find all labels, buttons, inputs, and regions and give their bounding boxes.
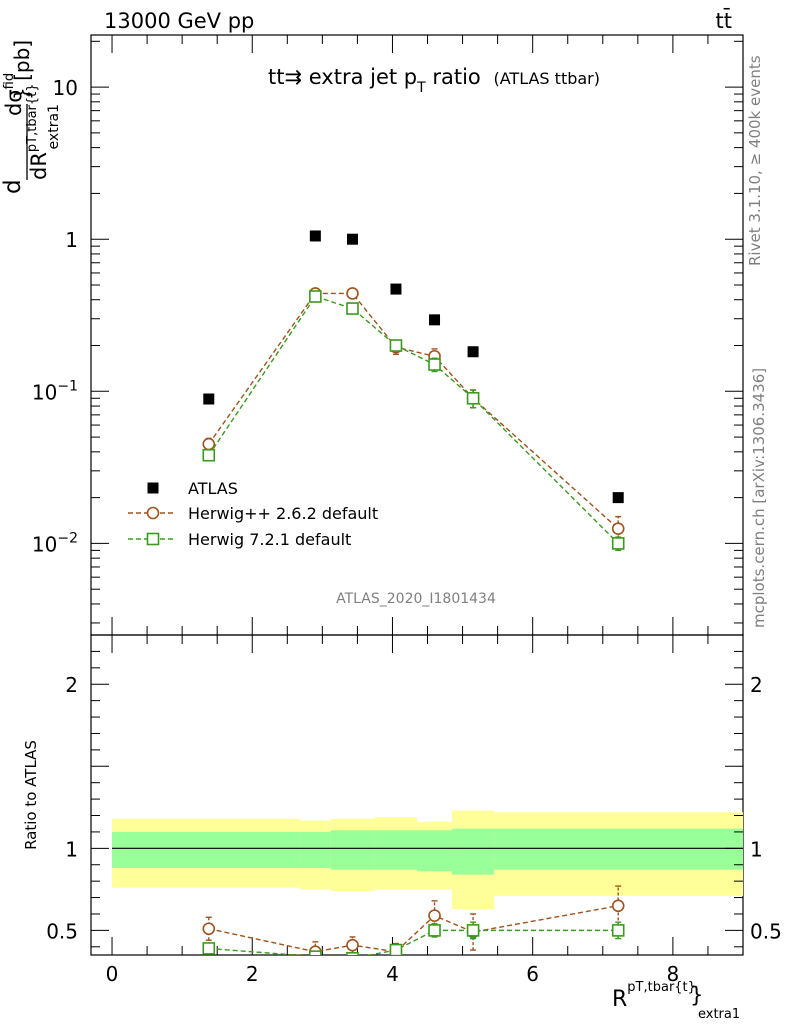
point-atlas	[203, 393, 215, 405]
xlabel-sup: pT,tbar{t}	[627, 980, 696, 995]
ylabel-den-main: dR	[27, 152, 51, 180]
y-tick-label-ratio-right: 1	[750, 837, 763, 861]
ylabel-unit: } [pb]	[10, 40, 34, 100]
y-tick-label-ratio: 0.5	[46, 919, 78, 943]
point-atlas	[612, 492, 624, 504]
ratio-point-herwig7	[466, 924, 480, 937]
x-tick-label: 4	[386, 962, 399, 986]
ratio-point-herwigpp	[611, 899, 625, 913]
point-herwig7	[202, 448, 216, 462]
point-herwig7	[466, 391, 480, 405]
y-tick-label-ratio-right: 2	[750, 673, 763, 697]
line-herwigpp	[208, 292, 619, 530]
point-atlas	[390, 283, 402, 295]
x-tick-label: 6	[526, 962, 539, 986]
legend-marker	[146, 532, 160, 546]
uncertainty-band-green	[417, 830, 453, 872]
ratio-plot: 0 2 4 6 8 0.5 0.5 1 1 2 2	[46, 635, 782, 986]
title-note: (ATLAS ttbar)	[493, 69, 600, 88]
uncertainty-band-green	[374, 830, 417, 870]
y-tick-label-main: 10	[53, 76, 78, 100]
y-tick-label-ratio-right: 0.5	[750, 919, 782, 943]
side-label-mcplots: mcplots.cern.ch [arXiv:1306.3436]	[750, 368, 768, 628]
uncertainty-band-green	[112, 831, 300, 869]
ylabel-den: dRpT,tbar{t} extra1	[25, 83, 62, 180]
y-tick-label-ratio: 2	[65, 673, 78, 697]
xlabel-main: R	[612, 987, 627, 1012]
ratio-point-herwig7	[611, 924, 625, 937]
ylabel-den-sup: pT,tbar{t}	[25, 83, 40, 152]
point-atlas	[467, 346, 479, 358]
legend-marker-atlas	[147, 482, 159, 494]
point-herwigpp	[202, 437, 216, 451]
ratio-point-herwigpp	[346, 938, 359, 952]
analysis-watermark: ATLAS_2020_I1801434	[336, 591, 496, 607]
y-tick-label-main: 10−2	[32, 530, 78, 556]
ratio-series	[202, 885, 625, 955]
y-tick-label-ratio: 1	[65, 837, 78, 861]
x-tick-label: 2	[246, 962, 259, 986]
uncertainty-band-green	[494, 828, 743, 870]
legend-marker	[146, 506, 160, 520]
side-label-rivet: Rivet 3.1.10, ≥ 400k events	[746, 55, 764, 266]
ylabel-num: dσfid	[2, 73, 26, 116]
point-herwigpp	[611, 522, 625, 535]
point-herwig7	[611, 537, 625, 550]
x-axis-label: RpT,tbar{t}	[612, 980, 696, 1012]
ratio-point-herwig7	[389, 943, 403, 955]
y-tick-label-base: 1	[65, 228, 78, 252]
y-tick-label-base: 10	[32, 380, 57, 404]
y-tick-label-base: 10	[32, 532, 57, 556]
ratio-point-herwigpp	[428, 909, 441, 922]
point-atlas	[309, 230, 321, 242]
ratio-line-herwig7	[208, 929, 619, 955]
legend: ATLAS Herwig++ 2.6.2 default Herwig 7.2.1 …	[128, 479, 378, 549]
point-herwig7	[428, 358, 441, 371]
plot-frames	[90, 34, 744, 956]
ratio-point-herwigpp	[202, 922, 216, 936]
ylabel-num-sup: fid	[2, 73, 17, 89]
legend-label: Herwig 7.2.1 default	[188, 530, 351, 549]
y-tick-label-exp: −2	[57, 530, 78, 546]
y-axis-label-main: d dσfid dRpT,tbar{t} extra1 } [pb]	[0, 40, 62, 194]
y-tick-label-base: 10	[53, 76, 78, 100]
ratio-point-herwig7	[202, 942, 216, 955]
title-main: tt⇉ extra jet p	[268, 65, 417, 89]
ylabel-den-sub: extra1	[46, 104, 62, 149]
point-herwigpp	[346, 287, 359, 300]
point-atlas	[347, 233, 359, 245]
y-tick-label-main: 10−1	[32, 378, 78, 404]
ratio-point-herwig7	[428, 924, 441, 937]
legend-label: Herwig++ 2.6.2 default	[188, 504, 378, 523]
title-sub: T	[416, 80, 426, 96]
uncertainty-band-green	[330, 830, 375, 870]
x-tick-label: 0	[106, 962, 119, 986]
main-title: tt⇉ extra jet pT ratio (ATLAS ttbar)	[268, 65, 600, 96]
point-atlas	[429, 314, 441, 326]
header-right: tt̄	[716, 8, 732, 33]
ratio-plot-frame	[90, 634, 744, 956]
ratio-point-herwig7	[309, 950, 322, 955]
point-herwig7	[346, 302, 359, 315]
y-tick-label-exp: −1	[57, 378, 78, 394]
uncertainty-band-green	[452, 828, 495, 875]
title-tail: ratio	[426, 65, 481, 89]
x-tick-label: 8	[667, 962, 680, 986]
header-left: 13000 GeV pp	[104, 9, 254, 33]
uncertainty-band-green	[299, 831, 331, 869]
xlabel-bracket: }	[690, 983, 703, 1007]
point-herwig7	[309, 290, 322, 303]
ratio-point-herwig7	[346, 951, 359, 955]
xlabel-sub: extra1	[698, 1007, 740, 1022]
ylabel-d: d	[0, 179, 26, 194]
y-tick-label-main: 1	[65, 228, 78, 252]
ratio-ylabel: Ratio to ATLAS	[22, 740, 40, 850]
ratio-line-herwigpp	[208, 905, 619, 953]
point-herwig7	[389, 339, 403, 352]
legend-label: ATLAS	[188, 479, 238, 498]
ylabel-num-main: dσ	[2, 89, 26, 116]
